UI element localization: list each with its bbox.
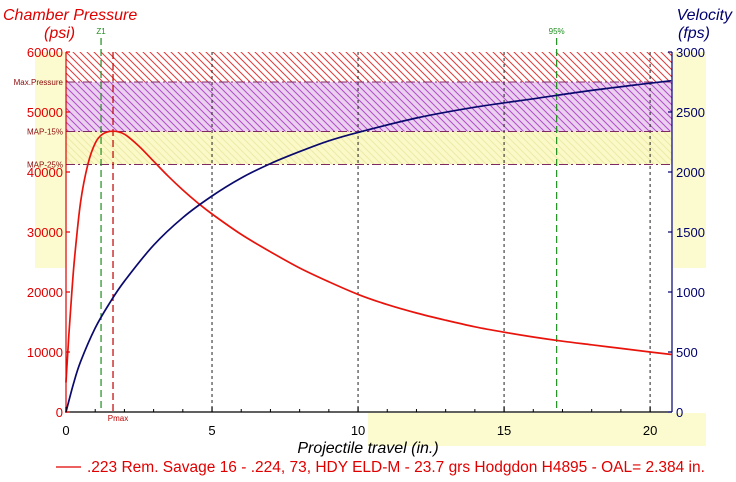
highlight-strip-right xyxy=(673,52,706,268)
y-right-tick-label-0: 0 xyxy=(676,405,683,420)
curves xyxy=(65,79,672,413)
x-tick-label-3: 15 xyxy=(497,423,511,438)
pressure-limit-label-1: MAP-15% xyxy=(27,128,63,137)
pressure-limit-label-0: Max.Pressure xyxy=(14,78,64,87)
pressure-zone-2 xyxy=(66,131,672,165)
y-right-tick-label-1: 500 xyxy=(676,345,698,360)
y-left-tick-label-6: 60000 xyxy=(27,45,63,60)
y-left-axis-unit: (psi) xyxy=(44,25,75,42)
x-tick-label-4: 20 xyxy=(643,423,657,438)
highlight-strip-left xyxy=(35,52,65,268)
travel-markers: Z1 95% Pmax xyxy=(96,27,564,423)
pmax-marker-label: Pmax xyxy=(108,414,128,423)
y-left-tick-label-5: 50000 xyxy=(27,105,63,120)
x-axis-title: Projectile travel (in.) xyxy=(297,440,438,457)
y-left-axis-title: Chamber Pressure xyxy=(3,7,137,24)
y-right-tick-label-3: 1500 xyxy=(676,225,705,240)
x-tick-label-1: 5 xyxy=(208,423,215,438)
y-right-axis-title: Velocity xyxy=(677,7,733,24)
burn-marker-0-label: Z1 xyxy=(96,27,106,36)
pressure-zone-0 xyxy=(66,52,672,82)
y-right-tick-label-5: 2500 xyxy=(676,105,705,120)
y-left-tick-label-4: 40000 xyxy=(27,165,63,180)
y-left-tick-label-3: 30000 xyxy=(27,225,63,240)
pressure-curve xyxy=(65,130,672,383)
y-left-tick-label-1: 10000 xyxy=(27,345,63,360)
pressure-limit-lines: Max.Pressure MAP-15% MAP-25% xyxy=(14,78,672,170)
x-tick-label-2: 10 xyxy=(351,423,365,438)
velocity-curve xyxy=(65,79,672,413)
pressure-zone-1 xyxy=(66,82,672,132)
tick-marks-and-labels: 0100002000030000400005000060000050010001… xyxy=(27,45,705,438)
legend: .223 Rem. Savage 16 - .224, 73, HDY ELD-… xyxy=(56,459,705,476)
y-right-tick-label-6: 3000 xyxy=(676,45,705,60)
y-right-axis-unit: (fps) xyxy=(678,25,710,42)
x-tick-label-0: 0 xyxy=(62,423,69,438)
burn-marker-1-label: 95% xyxy=(549,27,565,36)
y-right-tick-label-2: 1000 xyxy=(676,285,705,300)
pressure-limit-label-2: MAP-25% xyxy=(27,161,63,170)
background-highlights xyxy=(35,52,706,446)
y-left-tick-label-2: 20000 xyxy=(27,285,63,300)
highlight-strip-bottom xyxy=(368,413,706,446)
legend-entry: .223 Rem. Savage 16 - .224, 73, HDY ELD-… xyxy=(87,459,705,476)
y-right-tick-label-4: 2000 xyxy=(676,165,705,180)
pressure-zones xyxy=(66,52,672,165)
y-left-tick-label-0: 0 xyxy=(56,405,63,420)
